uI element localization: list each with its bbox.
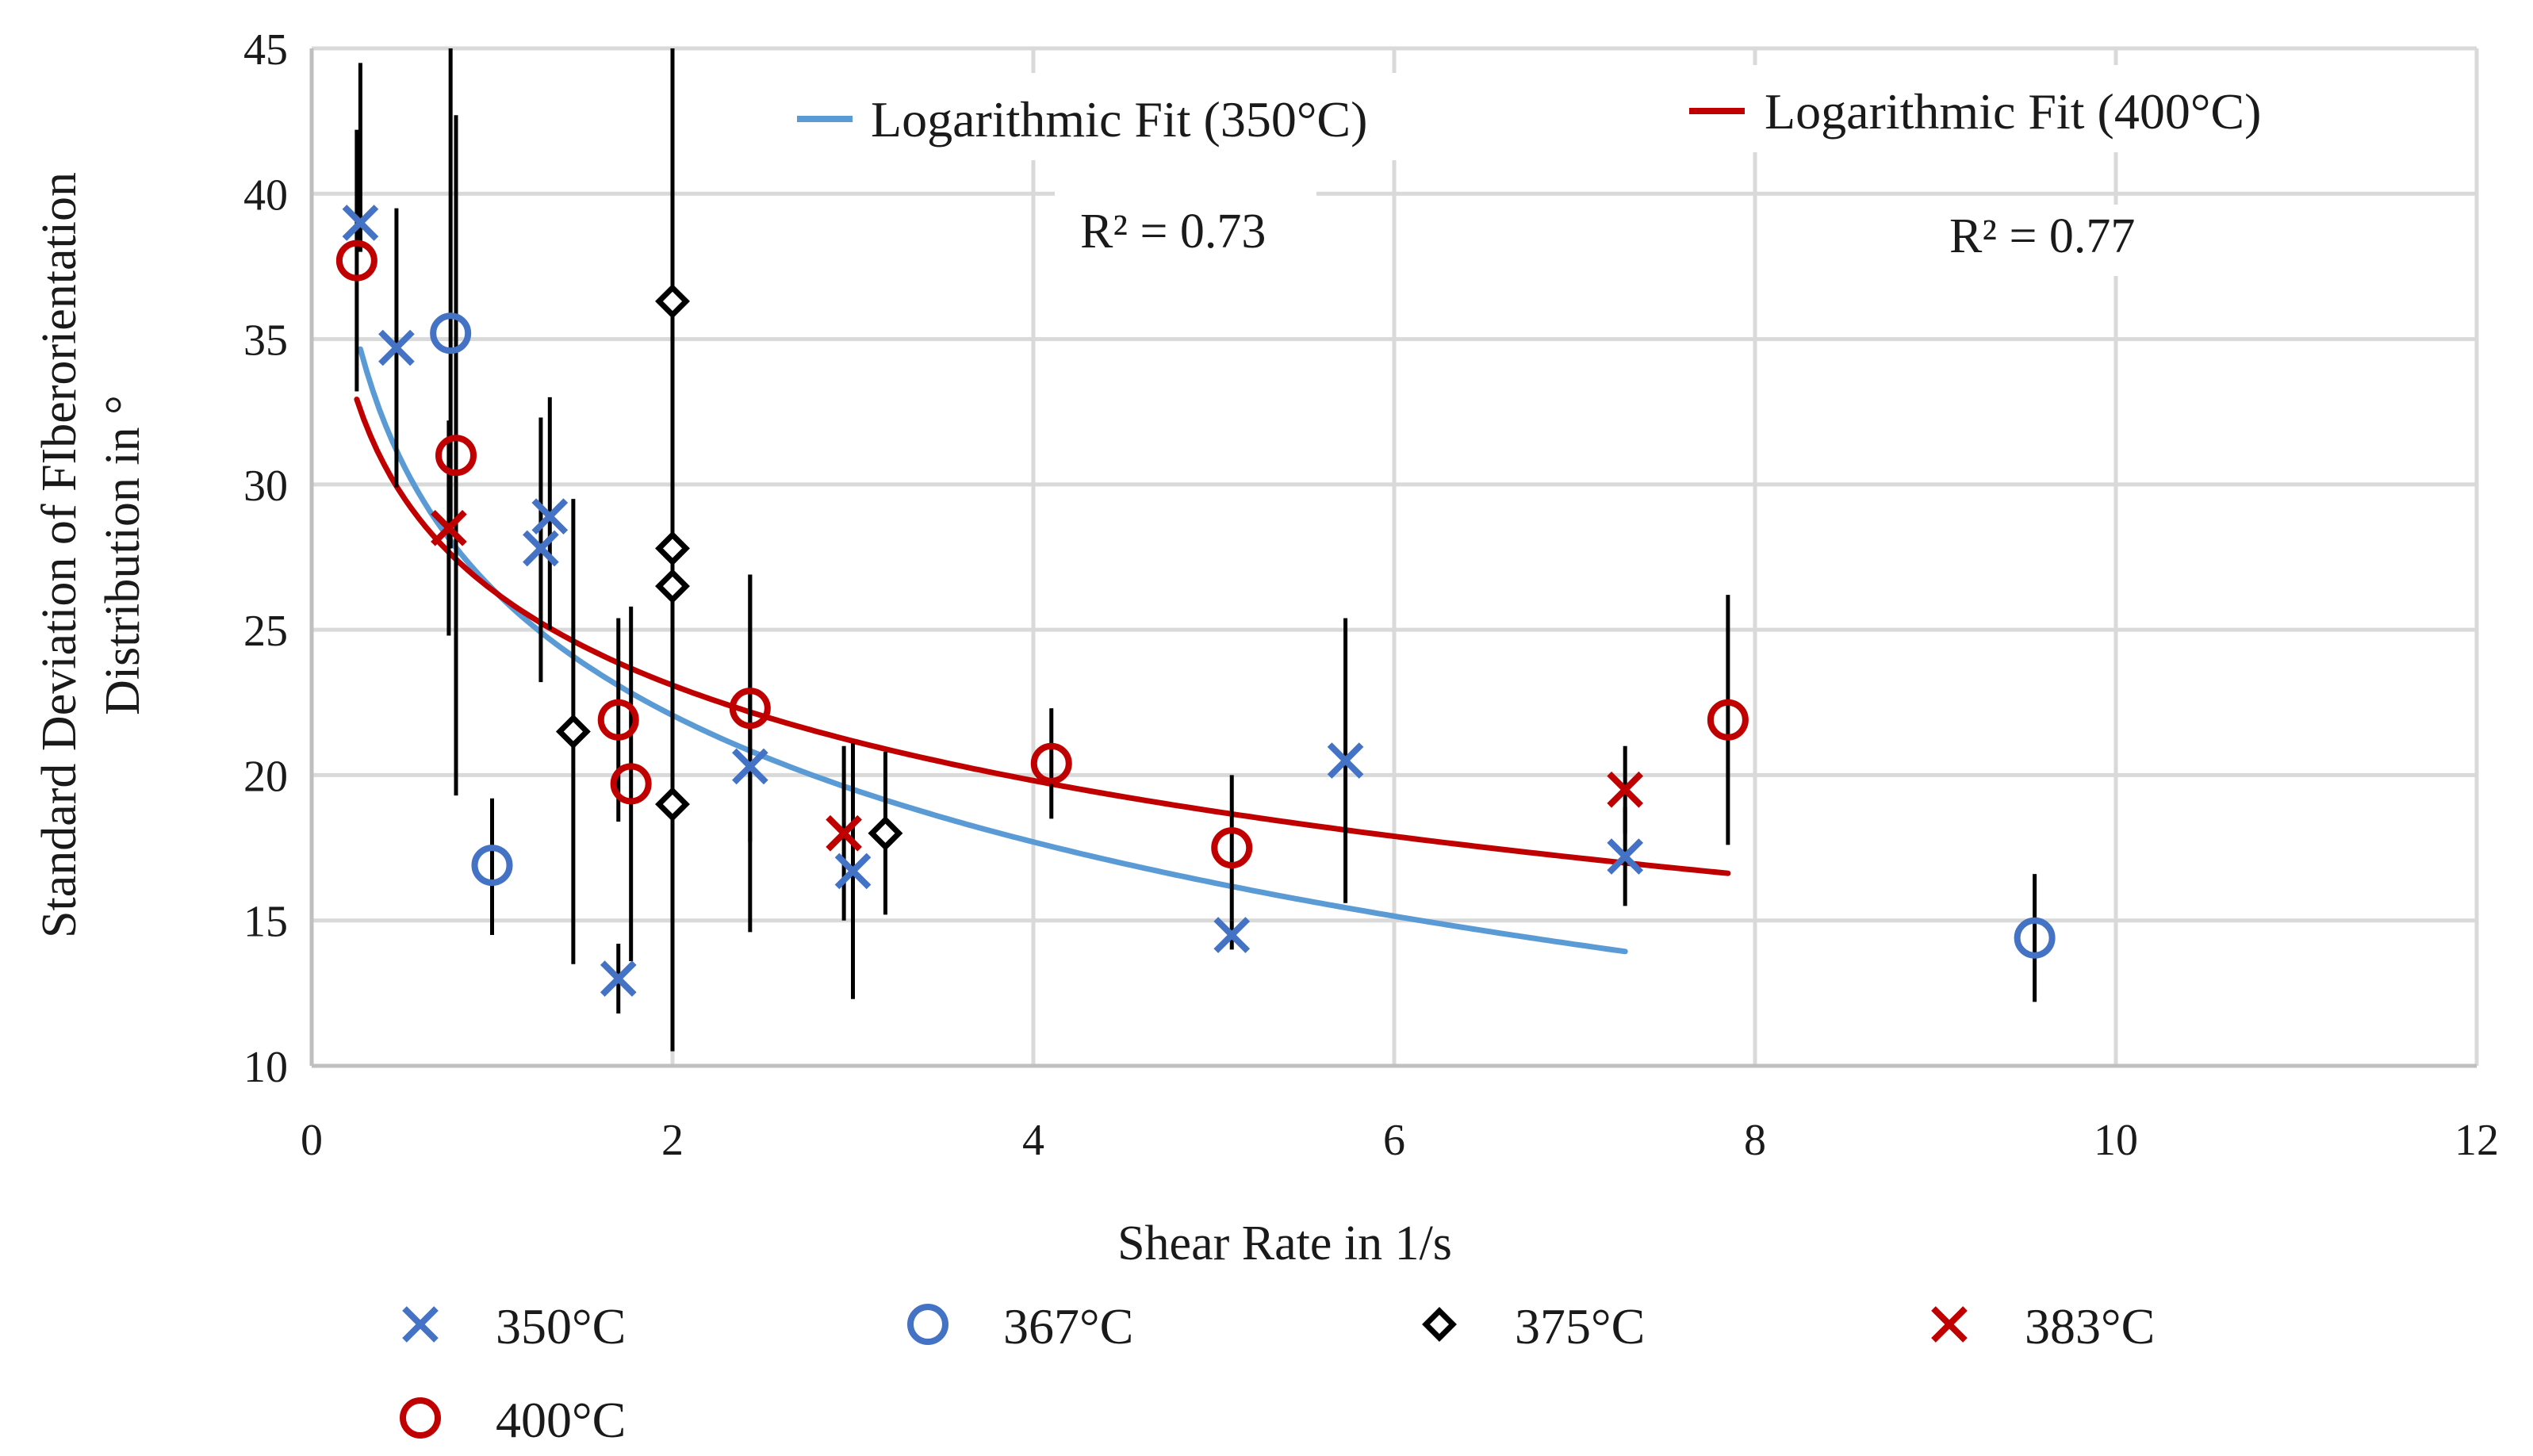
marker-stroke [1607,771,1644,808]
data-point [335,239,377,282]
grid-lines [309,46,2479,1068]
x-tick-label: 2 [661,1116,684,1165]
marker-stroke [342,205,379,241]
x-tick-label: 6 [1383,1116,1405,1165]
data-point [523,530,559,567]
data-point [471,845,513,887]
legend-label: 383°C [2025,1298,2155,1354]
y-tick-label: 10 [243,1043,288,1092]
data-point [1327,742,1364,779]
data-point [2014,917,2056,959]
data-point [431,510,467,546]
r2-bg-400 [1919,205,2181,276]
fit-legend: Logarithmic Fit (350°C) Logarithmic Fit … [769,65,2419,276]
legend-marker [402,1306,439,1343]
data-point [655,283,690,319]
data-point [435,435,477,477]
data-point [1607,771,1644,808]
marker-stroke [402,1306,439,1343]
x-tick-label: 0 [301,1116,323,1165]
marker-stroke [1327,742,1364,779]
fit-curve [357,346,1628,955]
legend-item: 383°C [1931,1298,2155,1354]
data-point [342,205,379,241]
x-tick-label: 8 [1744,1116,1766,1165]
data-point [1211,827,1253,869]
marker-stroke [731,748,768,785]
data-point [1213,917,1251,953]
data-point [731,748,768,785]
data-point [610,763,652,805]
data-point [834,853,872,890]
data-point [430,312,472,354]
legend-marker [1422,1307,1457,1342]
legend-item: 350°C [402,1298,626,1354]
data-point [531,498,569,535]
data-point [729,688,771,730]
data-point [555,714,591,749]
x-tick-label: 10 [2094,1116,2138,1165]
data-points [335,205,2056,997]
y-axis-title: Standard Deviation of FIberorientation D… [33,172,150,938]
marker-stroke [531,498,569,535]
marker-stroke [834,853,872,890]
marker-stroke [1931,1306,1968,1343]
fit-legend-label-400: Logarithmic Fit (400°C) [1765,83,2261,140]
data-point [378,329,415,366]
legend-item: 400°C [400,1392,626,1448]
marker-stroke [600,960,637,997]
fit-curves [354,346,1731,955]
legend-marker [907,1304,948,1345]
y-tick-label: 15 [243,898,288,947]
legend-item: 367°C [907,1298,1133,1354]
data-point [655,787,690,822]
x-tick-label: 12 [2454,1116,2499,1165]
y-tick-label: 20 [243,752,288,801]
y-tick-label: 45 [243,25,288,75]
y-axis-title-line-2: Distribution in ° [96,395,150,715]
data-point [1707,699,1749,741]
data-point [600,960,637,997]
fit-curve [354,397,1731,876]
legend-label: 367°C [1003,1298,1133,1354]
r2-label-350: R² = 0.73 [1080,205,1266,259]
marker-stroke [1607,838,1644,875]
fit-legend-bg-400 [1657,65,2419,152]
y-tick-label: 25 [243,607,288,656]
x-tick-label: 4 [1022,1116,1044,1165]
data-point [655,531,690,566]
fit-legend-bg-350 [769,73,1499,160]
y-tick-label: 35 [243,316,288,366]
data-point [597,699,639,741]
marker-stroke [431,510,467,546]
y-axis-title-line-1: Standard Deviation of FIberorientation [33,172,86,938]
data-point [1030,742,1072,784]
data-point [868,815,903,851]
r2-label-400: R² = 0.77 [1949,209,2135,263]
legend-label: 350°C [496,1298,626,1354]
legend-label: 375°C [1515,1298,1645,1354]
data-point [826,814,862,852]
marker-stroke [523,530,559,567]
y-tick-labels: 10 15 20 25 30 35 40 45 [243,25,288,1092]
data-point [655,569,690,604]
fit-legend-label-350: Logarithmic Fit (350°C) [871,91,1367,148]
marker-stroke [826,814,862,852]
legend-item: 375°C [1422,1298,1645,1354]
marker-stroke [378,329,415,366]
axes [309,48,2477,1068]
r2-bg-350 [1055,190,1316,262]
x-tick-labels: 0 2 4 6 8 10 12 [301,1116,2499,1165]
series-legend: 350°C 367°C 375°C 383°C 400°C [400,1298,2155,1448]
x-axis-title: Shear Rate in 1/s [1117,1217,1452,1270]
y-tick-label: 40 [243,171,288,220]
data-point [1607,838,1644,875]
y-tick-label: 30 [243,462,288,511]
legend-label: 400°C [496,1392,626,1448]
legend-marker [400,1397,441,1439]
marker-stroke [1213,917,1251,953]
legend-marker [1931,1306,1968,1343]
